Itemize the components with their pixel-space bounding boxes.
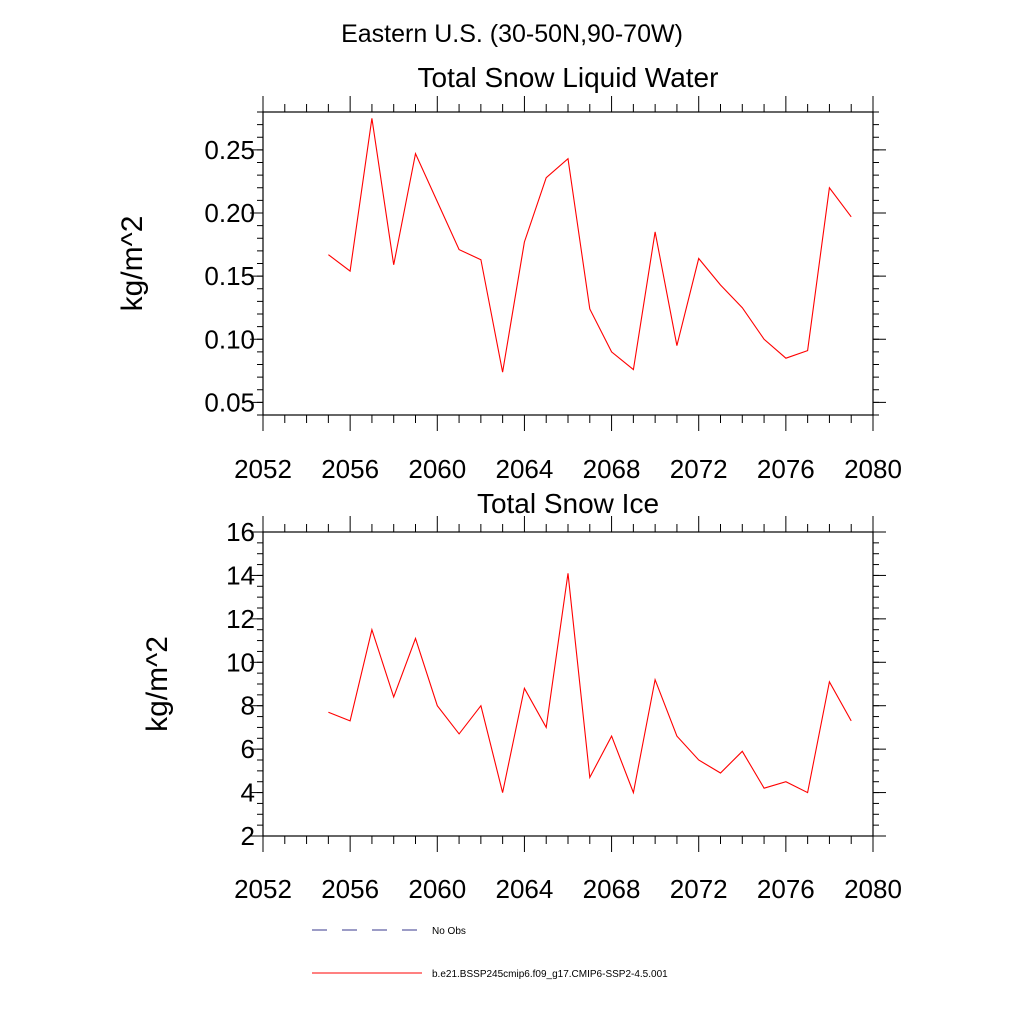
y-tick-label: 16 — [226, 517, 255, 547]
x-tick-label: 2080 — [844, 454, 902, 484]
x-tick-label: 2076 — [757, 874, 815, 904]
panel-title: Total Snow Liquid Water — [418, 62, 719, 93]
panel-total-snow-ice: Total Snow Ice 2052 2056 2060 2064 2068 2072 20… — [141, 488, 902, 904]
x-tick-label: 2068 — [583, 874, 641, 904]
x-tick-label: 2056 — [321, 874, 379, 904]
y-axis-label: kg/m^2 — [141, 636, 174, 732]
x-tick-label: 2064 — [496, 874, 554, 904]
y-tick-label: 0.05 — [204, 387, 255, 417]
x-tick-label: 2060 — [408, 874, 466, 904]
x-tick-label: 2076 — [757, 454, 815, 484]
x-tick-label: 2052 — [234, 874, 292, 904]
x-tick-label: 2052 — [234, 454, 292, 484]
x-tick-label: 2072 — [670, 874, 728, 904]
series-line — [328, 573, 852, 795]
x-tick-label: 2068 — [583, 454, 641, 484]
legend-label: b.e21.BSSP245cmip6.f09_g17.CMIP6-SSP2-4.… — [432, 969, 668, 980]
y-tick-label: 14 — [226, 560, 255, 590]
x-tick-label: 2064 — [496, 454, 554, 484]
y-tick-label: 6 — [241, 734, 255, 764]
y-tick-label: 4 — [241, 778, 255, 808]
y-tick-label: 0.15 — [204, 261, 255, 291]
series-line — [328, 118, 852, 373]
x-tick-label: 2080 — [844, 874, 902, 904]
legend-label: No Obs — [432, 926, 466, 937]
y-tick-label: 8 — [241, 691, 255, 721]
x-tick-label: 2060 — [408, 454, 466, 484]
y-axis-label: kg/m^2 — [116, 216, 149, 312]
panel-title: Total Snow Ice — [477, 488, 659, 519]
y-tick-label: 12 — [226, 604, 255, 634]
x-tick-label: 2056 — [321, 454, 379, 484]
figure-title: Eastern U.S. (30-50N,90-70W) — [341, 20, 683, 48]
y-tick-label: 0.10 — [204, 324, 255, 354]
plot-frame — [262, 111, 874, 416]
legend: No Obs b.e21.BSSP245cmip6.f09_g17.CMIP6-S… — [312, 926, 668, 980]
y-tick-label: 10 — [226, 647, 255, 677]
x-tick-label: 2072 — [670, 454, 728, 484]
panel-total-snow-liquid-water: Total Snow Liquid Water 2052 2056 2060 2064 2… — [116, 62, 902, 484]
y-tick-label: 0.25 — [204, 135, 255, 165]
y-tick-label: 2 — [241, 821, 255, 851]
y-tick-label: 0.20 — [204, 198, 255, 228]
